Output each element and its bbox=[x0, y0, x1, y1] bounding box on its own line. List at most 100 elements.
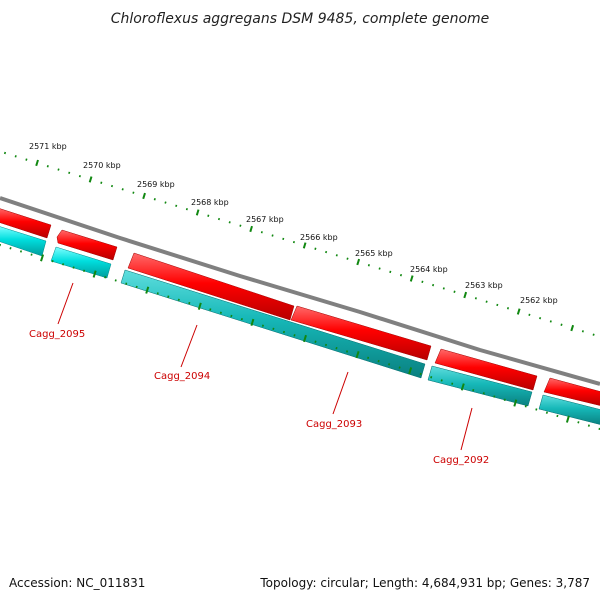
minor-tick bbox=[132, 191, 135, 194]
minor-tick bbox=[110, 184, 114, 188]
minor-tick bbox=[125, 282, 128, 285]
minor-tick bbox=[472, 388, 475, 392]
minor-tick bbox=[153, 198, 156, 201]
forward-feature[interactable] bbox=[56, 229, 118, 261]
forward-feature[interactable] bbox=[290, 305, 432, 361]
scale-label: 2564 kbp bbox=[410, 265, 448, 274]
minor-tick bbox=[506, 307, 510, 310]
minor-tick bbox=[164, 201, 167, 204]
minor-tick bbox=[556, 414, 559, 418]
gene-label-leader bbox=[460, 407, 473, 451]
scale-label: 2571 kbp bbox=[29, 142, 67, 151]
major-tick bbox=[463, 291, 468, 299]
scale-label: 2570 kbp bbox=[83, 161, 121, 170]
minor-tick bbox=[177, 298, 180, 302]
minor-tick bbox=[239, 224, 242, 227]
genome-summary: Topology: circular; Length: 4,684,931 bp… bbox=[259, 576, 590, 590]
forward-feature[interactable] bbox=[127, 252, 295, 321]
minor-tick bbox=[135, 285, 138, 289]
forward-feature[interactable] bbox=[434, 348, 538, 391]
gene-label[interactable]: Cagg_2093 bbox=[306, 419, 362, 430]
minor-tick bbox=[46, 165, 49, 168]
major-tick bbox=[355, 351, 360, 359]
major-tick bbox=[195, 209, 200, 216]
major-tick bbox=[249, 225, 253, 233]
minor-tick bbox=[419, 372, 422, 376]
minor-tick bbox=[78, 174, 81, 178]
minor-tick bbox=[292, 240, 295, 244]
major-tick bbox=[513, 399, 518, 407]
scale-label: 2565 kbp bbox=[355, 249, 393, 258]
minor-tick bbox=[388, 363, 391, 366]
reverse-feature[interactable] bbox=[120, 269, 426, 379]
gene-label[interactable]: Cagg_2095 bbox=[29, 329, 85, 340]
minor-tick bbox=[430, 376, 433, 379]
minor-tick bbox=[188, 301, 191, 305]
minor-tick bbox=[25, 158, 28, 161]
reverse-strand-features bbox=[0, 226, 600, 425]
major-tick bbox=[516, 308, 521, 315]
reverse-feature[interactable] bbox=[538, 394, 600, 425]
minor-tick bbox=[156, 292, 159, 295]
minor-tick bbox=[314, 340, 317, 343]
minor-tick bbox=[68, 171, 71, 175]
major-tick bbox=[408, 367, 413, 375]
minor-tick bbox=[72, 266, 75, 269]
minor-tick bbox=[535, 408, 538, 411]
minor-tick bbox=[474, 297, 477, 300]
minor-tick bbox=[324, 343, 328, 347]
minor-tick bbox=[260, 231, 263, 234]
minor-tick bbox=[272, 327, 275, 331]
minor-tick bbox=[560, 323, 563, 326]
gene-label-leader bbox=[57, 282, 74, 325]
minor-tick bbox=[325, 250, 328, 254]
reverse-feature[interactable] bbox=[50, 246, 112, 279]
minor-tick bbox=[485, 300, 488, 303]
minor-tick bbox=[587, 424, 590, 427]
forward-strand-features bbox=[0, 208, 600, 406]
minor-tick bbox=[228, 221, 231, 224]
minor-tick bbox=[100, 181, 103, 184]
major-tick bbox=[570, 324, 575, 332]
outer-scale-ticks bbox=[3, 151, 595, 336]
minor-tick bbox=[57, 168, 60, 171]
minor-tick bbox=[377, 359, 380, 363]
forward-feature[interactable] bbox=[0, 208, 52, 239]
gene-labels: Cagg_2095 Cagg_2094 Cagg_2093 Cagg_2092 bbox=[29, 282, 489, 466]
minor-tick bbox=[581, 330, 584, 333]
gene-label[interactable]: Cagg_2092 bbox=[433, 455, 489, 466]
minor-tick bbox=[261, 324, 264, 327]
minor-tick bbox=[282, 237, 285, 241]
scale-label: 2569 kbp bbox=[137, 180, 175, 189]
minor-tick bbox=[421, 280, 424, 284]
minor-tick bbox=[389, 270, 392, 274]
minor-tick bbox=[367, 356, 370, 360]
accession-label: Accession: NC_011831 bbox=[9, 576, 145, 590]
minor-tick bbox=[398, 366, 401, 369]
minor-tick bbox=[175, 204, 178, 208]
minor-tick bbox=[592, 333, 595, 336]
minor-tick bbox=[167, 295, 170, 298]
minor-tick bbox=[549, 320, 552, 323]
minor-tick bbox=[399, 273, 403, 277]
minor-tick bbox=[293, 334, 296, 337]
genome-backbone bbox=[0, 196, 600, 386]
minor-tick bbox=[282, 330, 285, 334]
minor-tick bbox=[9, 247, 12, 250]
major-tick bbox=[302, 242, 307, 249]
reverse-feature[interactable] bbox=[427, 365, 533, 407]
forward-feature[interactable] bbox=[543, 377, 600, 406]
gene-label[interactable]: Cagg_2094 bbox=[154, 371, 210, 382]
minor-tick bbox=[219, 311, 222, 314]
minor-tick bbox=[51, 259, 54, 263]
scale-label: 2562 kbp bbox=[520, 296, 558, 305]
map-title: Chloroflexus aggregans DSM 9485, complet… bbox=[111, 11, 490, 27]
minor-tick bbox=[217, 217, 221, 221]
minor-tick bbox=[121, 188, 124, 191]
minor-tick bbox=[240, 317, 243, 321]
inner-scale-ticks bbox=[0, 243, 600, 431]
minor-tick bbox=[378, 267, 381, 270]
minor-tick bbox=[346, 350, 349, 353]
gene-label-leader bbox=[332, 371, 349, 415]
